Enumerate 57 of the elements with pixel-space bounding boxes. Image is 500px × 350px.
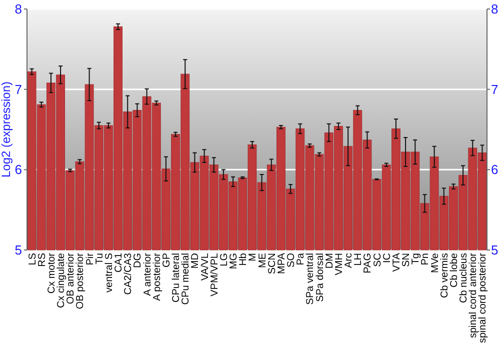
x-tick-label: Hb (238, 252, 250, 266)
x-tick-label: MD (190, 253, 202, 269)
x-tick-label: DM (324, 253, 336, 269)
x-tick-label: MPA (276, 252, 288, 274)
y-tick-label: 6 (14, 162, 22, 178)
x-tick-label: CA1 (114, 252, 125, 272)
x-tick-label: IC (382, 253, 393, 263)
x-tick-label: A anterior (142, 252, 154, 296)
x-tick-label: SPa dorsal (314, 253, 326, 302)
x-tick-label: spinal cord anterior (468, 252, 480, 338)
x-tick-label: A posterior (152, 252, 163, 301)
x-tick-label: Cx motor (46, 252, 58, 294)
x-tick-label: VTA (391, 252, 402, 272)
y-axis-title: Log2 (expression) (0, 81, 13, 178)
x-tick-label: ventral S (104, 252, 115, 292)
x-tick-label: DG (132, 252, 144, 268)
x-tick-label: Cx cingulate (56, 252, 68, 308)
x-tick-label: M (248, 253, 259, 262)
x-tick-label: spinal cord posterior (478, 252, 489, 344)
x-tick-label: LH (353, 253, 364, 266)
x-tick-label: LS (27, 252, 38, 266)
x-tick-label: Pir (84, 252, 96, 266)
y2-tick-label: 7 (491, 82, 498, 97)
x-tick-label: Pa (296, 252, 307, 266)
x-tick-label: CA2/CA3 (123, 252, 134, 295)
x-tick-label: Tg (410, 253, 422, 265)
x-tick-label: Cb lobe (448, 252, 460, 288)
x-tick-label: VPM/VPL (209, 252, 220, 296)
x-tick-label: Tu (94, 253, 106, 264)
x-tick-label: CPu lateral (171, 253, 182, 302)
x-tick-label: Cb nucleus (458, 253, 470, 304)
y-tick-label: 8 (14, 2, 22, 17)
x-tick-label: LG (218, 252, 230, 266)
x-tick-label: SC (372, 253, 384, 267)
x-tick-label: CPu medial (180, 253, 192, 305)
x-tick-label: VMH (334, 253, 345, 276)
x-tick-label: SO (286, 252, 298, 268)
x-tick-label: ME (257, 252, 268, 268)
x-tick-label: Pn (420, 253, 432, 266)
y2-tick-label: 8 (491, 2, 498, 17)
x-tick-label: Arc (344, 253, 355, 268)
x-tick-label: Cb vermis (439, 253, 450, 298)
y2-tick-label: 5 (491, 242, 498, 258)
x-tick-label: VA/VL (200, 252, 211, 281)
x-tick-label: RS (36, 252, 48, 267)
x-tick-label: SN (401, 253, 412, 267)
y-tick-label: 7 (14, 82, 22, 97)
x-tick-label: SCN (266, 253, 278, 274)
x-tick-label: MVe (430, 252, 441, 274)
x-tick-label: GP (161, 252, 172, 268)
x-tick-label: PAG (362, 252, 374, 274)
x-tick-label: OB anterior (66, 252, 77, 304)
x-tick-label: OB posterior (75, 252, 86, 310)
y-tick-label: 5 (14, 242, 22, 258)
x-tick-label: MG (228, 252, 240, 270)
x-tick-label: SPa ventral (305, 253, 316, 305)
y2-tick-label: 6 (491, 162, 498, 178)
